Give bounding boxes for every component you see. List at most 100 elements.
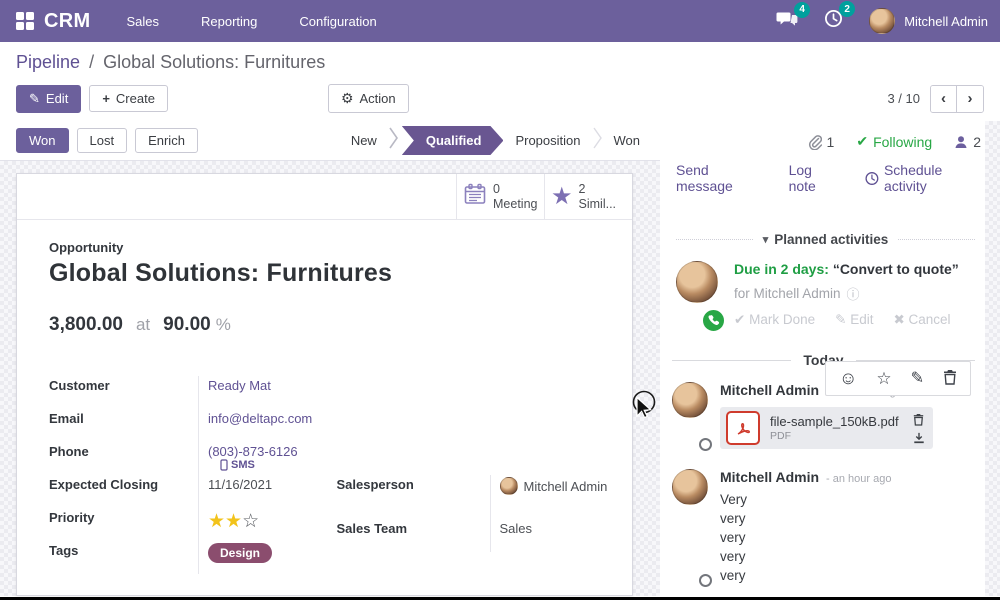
- attachment-delete-icon[interactable]: [913, 413, 925, 426]
- activity-cancel-label: Cancel: [908, 312, 951, 327]
- expected-closing-label: Expected Closing: [49, 477, 159, 492]
- menu-sales[interactable]: Sales: [126, 13, 159, 29]
- customer-row: Customer Ready Mat: [49, 376, 321, 409]
- schedule-activity-button[interactable]: Schedule activity: [865, 162, 981, 194]
- phone-label: Phone: [49, 444, 89, 459]
- edit-message-icon[interactable]: ✎: [910, 370, 924, 387]
- expected-closing-row: Expected Closing 11/16/2021: [49, 475, 321, 508]
- apps-menu-icon[interactable]: [16, 12, 34, 30]
- action-button[interactable]: ⚙ Action: [327, 84, 409, 113]
- star-empty-icon[interactable]: ☆: [242, 511, 260, 532]
- salesperson-value[interactable]: Mitchell Admin: [499, 477, 609, 497]
- breadcrumb-pipeline[interactable]: Pipeline: [16, 52, 81, 72]
- followers-button[interactable]: 2: [954, 134, 981, 150]
- calendar-icon: [463, 182, 487, 211]
- breadcrumb-separator: /: [89, 52, 95, 72]
- messages-menu[interactable]: 4: [776, 1, 811, 33]
- message-avatar: [672, 382, 708, 418]
- delete-message-icon[interactable]: [943, 369, 957, 388]
- priority-stars: ★★☆: [198, 508, 321, 541]
- user-name: Mitchell Admin: [904, 13, 988, 29]
- activity-edit-button[interactable]: ✎ Edit: [835, 312, 873, 328]
- attachment-card[interactable]: file-sample_150kB.pdf PDF: [720, 407, 933, 449]
- stage-qualified[interactable]: Qualified: [402, 126, 504, 155]
- button-row: ✎ Edit + Create ⚙ Action 3 / 10 ‹ ›: [16, 84, 984, 113]
- left-field-group: Customer Ready Mat Email info@deltapc.co…: [49, 376, 321, 574]
- toggle-star-icon[interactable]: ☆: [876, 369, 892, 388]
- app-title[interactable]: CRM: [44, 9, 91, 32]
- plus-icon: +: [102, 91, 110, 106]
- menu-configuration[interactable]: Configuration: [299, 13, 377, 29]
- chevron-left-icon: ‹: [941, 90, 946, 107]
- attachment-filename[interactable]: file-sample_150kB.pdf: [770, 414, 899, 429]
- message-body: Very very very very very: [720, 490, 891, 585]
- following-button[interactable]: ✔ Following: [856, 133, 932, 150]
- chatter-panel: 1 ✔ Following 2 Send message Log note Sc…: [660, 121, 1000, 596]
- planned-activities-toggle[interactable]: ▾ Planned activities: [763, 232, 889, 247]
- top-navbar: CRM Sales Reporting Configuration 4 2 Mi…: [0, 0, 1000, 42]
- send-message-button[interactable]: Send message: [676, 162, 733, 194]
- messages-badge: 4: [794, 1, 811, 18]
- attachment-type: PDF: [770, 430, 791, 442]
- stage-won[interactable]: Won: [613, 133, 641, 148]
- attachments-button[interactable]: 1: [807, 134, 834, 150]
- message-author[interactable]: Mitchell Admin: [720, 382, 820, 398]
- breadcrumb-current: Global Solutions: Furnitures: [103, 52, 326, 72]
- email-row: Email info@deltapc.com: [49, 409, 321, 442]
- phone-value[interactable]: (803)-873-6126: [208, 444, 298, 459]
- sales-team-value[interactable]: Sales: [499, 521, 533, 536]
- message-line: very: [720, 549, 746, 564]
- pager-next-button[interactable]: ›: [957, 85, 983, 112]
- customer-value[interactable]: Ready Mat: [208, 378, 271, 393]
- mark-done-button[interactable]: ✔ Mark Done: [734, 312, 815, 328]
- message-time: - an hour ago: [826, 473, 892, 485]
- edit-button-label: Edit: [45, 91, 69, 106]
- activity-summary: “Convert to quote”: [832, 261, 959, 277]
- log-note-button[interactable]: Log note: [788, 162, 816, 194]
- meetings-stat-button[interactable]: 0 Meeting: [456, 174, 544, 219]
- user-menu[interactable]: Mitchell Admin: [869, 8, 988, 34]
- record-type-label: Opportunity: [49, 240, 124, 255]
- sales-team-label: Sales Team: [336, 521, 408, 536]
- following-label: Following: [873, 133, 933, 150]
- stage-proposition[interactable]: Proposition: [515, 133, 581, 148]
- star-filled-icon[interactable]: ★: [208, 511, 226, 532]
- activity-cancel-button[interactable]: ✖ Cancel: [893, 312, 950, 328]
- won-button[interactable]: Won: [16, 128, 69, 153]
- create-button[interactable]: + Create: [89, 85, 168, 112]
- star-filled-icon[interactable]: ★: [225, 511, 243, 532]
- star-icon: ★: [551, 182, 573, 210]
- activity-due-text: Due in 2 days:: [734, 261, 829, 277]
- stage-new[interactable]: New: [350, 133, 377, 148]
- schedule-activity-label: Schedule activity: [883, 162, 943, 194]
- email-label: Email: [49, 411, 84, 426]
- sms-button[interactable]: SMS: [220, 459, 255, 471]
- salesperson-avatar: [499, 477, 518, 495]
- edit-button[interactable]: ✎ Edit: [16, 84, 82, 113]
- message-author[interactable]: Mitchell Admin: [720, 469, 820, 485]
- lost-button[interactable]: Lost: [76, 128, 128, 153]
- attachment-download-icon[interactable]: [913, 432, 925, 444]
- paperclip-icon: [808, 134, 822, 150]
- check-icon: ✔: [734, 312, 746, 327]
- activities-menu[interactable]: 2: [824, 1, 856, 33]
- activity-avatar: [676, 261, 718, 303]
- menu-reporting[interactable]: Reporting: [200, 13, 258, 29]
- probability-value: 90.00: [163, 314, 211, 335]
- pager-previous-button[interactable]: ‹: [931, 85, 957, 112]
- pencil-icon: ✎: [29, 90, 40, 106]
- tag-design[interactable]: Design: [208, 543, 273, 563]
- control-panel: Pipeline / Global Solutions: Furnitures …: [0, 42, 1000, 121]
- action-button-label: Action: [359, 91, 396, 106]
- add-reaction-icon[interactable]: ☺: [838, 368, 858, 388]
- clock-icon: [865, 171, 879, 185]
- expected-revenue-value: 3,800.00: [49, 314, 123, 335]
- email-value[interactable]: info@deltapc.com: [208, 411, 313, 426]
- enrich-button[interactable]: Enrich: [135, 128, 198, 153]
- activity-edit-label: Edit: [850, 312, 874, 327]
- chatter-stats-row: 1 ✔ Following 2: [676, 133, 981, 150]
- salesperson-label: Salesperson: [336, 477, 414, 492]
- at-label: at: [135, 315, 151, 334]
- similar-stat-button[interactable]: ★ 2 Simil...: [544, 174, 632, 219]
- activity-item: Due in 2 days: “Convert to quote” for Mi…: [660, 247, 985, 333]
